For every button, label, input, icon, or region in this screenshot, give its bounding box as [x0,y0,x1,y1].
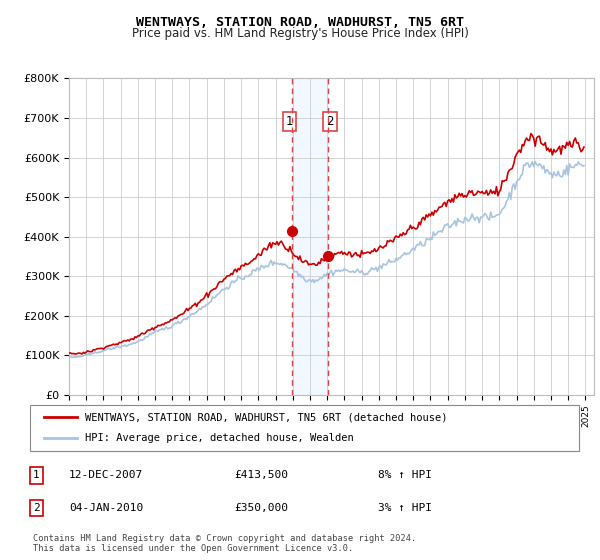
Text: 12-DEC-2007: 12-DEC-2007 [69,470,143,480]
Bar [292,78,328,395]
Text: 1: 1 [286,115,293,128]
Text: WENTWAYS, STATION ROAD, WADHURST, TN5 6RT (detached house): WENTWAYS, STATION ROAD, WADHURST, TN5 6R… [85,412,448,422]
Text: 1: 1 [33,470,40,480]
Text: 2: 2 [326,115,334,128]
Text: Contains HM Land Registry data © Crown copyright and database right 2024.
This d: Contains HM Land Registry data © Crown c… [33,534,416,553]
Text: 04-JAN-2010: 04-JAN-2010 [69,503,143,513]
Text: £350,000: £350,000 [234,503,288,513]
Text: 8% ↑ HPI: 8% ↑ HPI [378,470,432,480]
Text: Price paid vs. HM Land Registry's House Price Index (HPI): Price paid vs. HM Land Registry's House … [131,27,469,40]
Text: WENTWAYS, STATION ROAD, WADHURST, TN5 6RT: WENTWAYS, STATION ROAD, WADHURST, TN5 6R… [136,16,464,29]
Text: £413,500: £413,500 [234,470,288,480]
Text: 3% ↑ HPI: 3% ↑ HPI [378,503,432,513]
Text: HPI: Average price, detached house, Wealden: HPI: Average price, detached house, Weal… [85,433,353,444]
Text: 2: 2 [33,503,40,513]
